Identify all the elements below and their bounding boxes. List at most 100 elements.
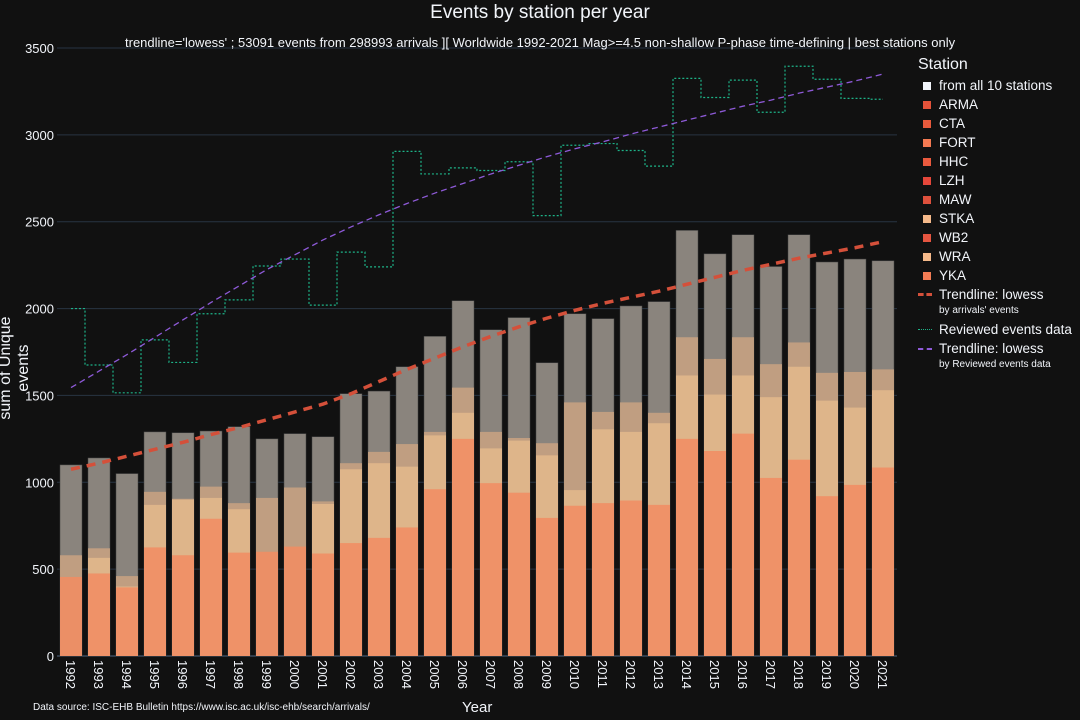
x-tick-label: 2009	[539, 660, 554, 689]
x-tick-label: 2008	[511, 660, 526, 689]
bar-yka-2018[interactable]	[788, 459, 810, 656]
bar-yka-2017[interactable]	[760, 477, 782, 656]
x-tick-label: 2011	[595, 660, 610, 688]
bar-yka-2010[interactable]	[564, 505, 586, 656]
legend-item-hhc[interactable]: HHC	[918, 152, 1072, 171]
bar-yka-2008[interactable]	[508, 492, 530, 656]
legend-sub: by arrivals' events	[939, 305, 1019, 316]
legend-item-yka[interactable]: YKA	[918, 266, 1072, 285]
legend-label: Reviewed events data	[939, 322, 1072, 337]
legend-item-trend-arrivals[interactable]: Trendline: lowess	[918, 285, 1072, 304]
bar-yka-2003[interactable]	[368, 537, 390, 656]
dotted-line-icon	[918, 329, 932, 330]
y-axis-label: sum of Unique events	[0, 316, 32, 420]
legend-swatch-icon	[923, 157, 931, 166]
legend-item-wb2[interactable]: WB2	[918, 228, 1072, 247]
x-axis-label: Year	[462, 699, 493, 716]
legend-item-stka[interactable]: STKA	[918, 209, 1072, 228]
y-tick-label: 500	[32, 562, 54, 577]
x-tick-label: 2017	[763, 660, 778, 689]
x-tick-label: 2006	[455, 660, 470, 689]
bar-yka-2006[interactable]	[452, 438, 474, 656]
legend-item-wra[interactable]: WRA	[918, 247, 1072, 266]
x-tick-label: 2010	[567, 660, 582, 689]
y-tick-label: 1000	[25, 475, 54, 490]
bar-yka-1995[interactable]	[144, 547, 166, 656]
y-tick-label: 3500	[25, 41, 54, 56]
legend-label: WRA	[939, 249, 971, 264]
x-tick-label: 2014	[679, 660, 694, 689]
bar-yka-1992[interactable]	[60, 576, 82, 656]
legend-item-reviewed[interactable]: Reviewed events data	[918, 320, 1072, 339]
trendline-arrivals[interactable]	[70, 239, 884, 471]
bar-yka-1993[interactable]	[88, 573, 110, 656]
x-tick-label: 2004	[399, 660, 414, 689]
dashed-line-icon	[918, 347, 932, 350]
bar-yka-2001[interactable]	[312, 553, 334, 656]
y-tick-label: 2500	[25, 215, 54, 230]
bar-yka-2007[interactable]	[480, 483, 502, 656]
dashed-line-icon	[918, 293, 932, 296]
legend-item-lzh[interactable]: LZH	[918, 171, 1072, 190]
legend-label: HHC	[939, 154, 969, 169]
x-tick-label: 1993	[91, 660, 106, 689]
bar-yka-2011[interactable]	[592, 503, 614, 656]
legend-item-maw[interactable]: MAW	[918, 190, 1072, 209]
legend-label: CTA	[939, 116, 965, 131]
bar-yka-1999[interactable]	[256, 551, 278, 656]
bar-yka-2009[interactable]	[536, 517, 558, 656]
x-tick-label: 1999	[259, 660, 274, 689]
bar-yka-1998[interactable]	[228, 552, 250, 656]
bar-yka-2014[interactable]	[676, 438, 698, 656]
legend-label: LZH	[939, 173, 965, 188]
x-tick-label: 2019	[819, 660, 834, 689]
y-tick-label: 0	[47, 649, 54, 664]
bar-yka-1996[interactable]	[172, 555, 194, 656]
legend-item-cta[interactable]: CTA	[918, 114, 1072, 133]
x-tick-label: 2021	[875, 660, 890, 689]
bar-yka-2021[interactable]	[872, 467, 894, 656]
x-tick-label: 2007	[483, 660, 498, 689]
data-source: Data source: ISC-EHB Bulletin https://ww…	[33, 702, 370, 713]
bar-yka-2015[interactable]	[704, 451, 726, 656]
bar-yka-2002[interactable]	[340, 543, 362, 656]
chart-title: Events by station per year	[430, 2, 650, 23]
legend-swatch-icon	[923, 214, 931, 223]
legend-swatch-icon	[923, 233, 931, 242]
bar-yka-2013[interactable]	[648, 504, 670, 656]
legend-item-from-all-10-stations[interactable]: from all 10 stations	[918, 76, 1072, 95]
x-tick-label: 2016	[735, 660, 750, 689]
x-tick-label: 2012	[623, 660, 638, 689]
bar-yka-1997[interactable]	[200, 518, 222, 656]
legend-swatch-icon	[923, 81, 931, 90]
legend-item-fort[interactable]: FORT	[918, 133, 1072, 152]
legend: Station from all 10 stations ARMA CTA FORT H…	[918, 56, 1072, 374]
bar-yka-2005[interactable]	[424, 489, 446, 656]
x-tick-label: 1996	[175, 660, 190, 689]
x-tick-label: 2000	[287, 660, 302, 689]
legend-swatch-icon	[923, 138, 931, 147]
legend-label: MAW	[939, 192, 972, 207]
legend-title: Station	[918, 56, 968, 73]
x-tick-label: 2020	[847, 660, 862, 689]
bar-yka-2004[interactable]	[396, 527, 418, 656]
bar-yka-2019[interactable]	[816, 496, 838, 656]
bar-yka-2020[interactable]	[844, 484, 866, 656]
x-tick-label: 1992	[63, 660, 78, 689]
bar-yka-2016[interactable]	[732, 433, 754, 656]
legend-label: from all 10 stations	[939, 78, 1053, 93]
legend-label: FORT	[939, 135, 976, 150]
bar-yka-1994[interactable]	[116, 587, 138, 656]
bar-yka-2012[interactable]	[620, 500, 642, 656]
x-tick-label: 2013	[651, 660, 666, 689]
legend-item-arma[interactable]: ARMA	[918, 95, 1072, 114]
reviewed-events-line[interactable]	[71, 65, 883, 394]
x-tick-label: 2002	[343, 660, 358, 689]
x-tick-label: 2005	[427, 660, 442, 689]
legend-label: Trendline: lowess	[939, 341, 1044, 356]
y-tick-label: 2000	[25, 302, 54, 317]
legend-swatch-icon	[923, 271, 931, 280]
legend-swatch-icon	[923, 119, 931, 128]
legend-item-trend-reviewed[interactable]: Trendline: lowess	[918, 339, 1072, 358]
bar-yka-2000[interactable]	[284, 546, 306, 656]
